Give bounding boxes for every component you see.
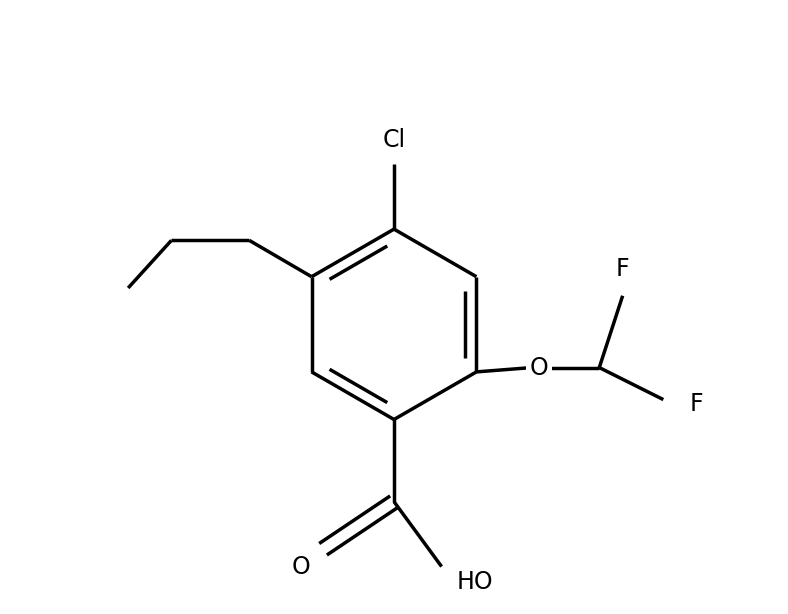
Text: F: F [616, 257, 630, 281]
Text: O: O [292, 554, 310, 578]
Text: F: F [690, 392, 703, 416]
Text: HO: HO [456, 570, 492, 594]
Text: Cl: Cl [382, 128, 406, 152]
Text: O: O [530, 356, 548, 379]
